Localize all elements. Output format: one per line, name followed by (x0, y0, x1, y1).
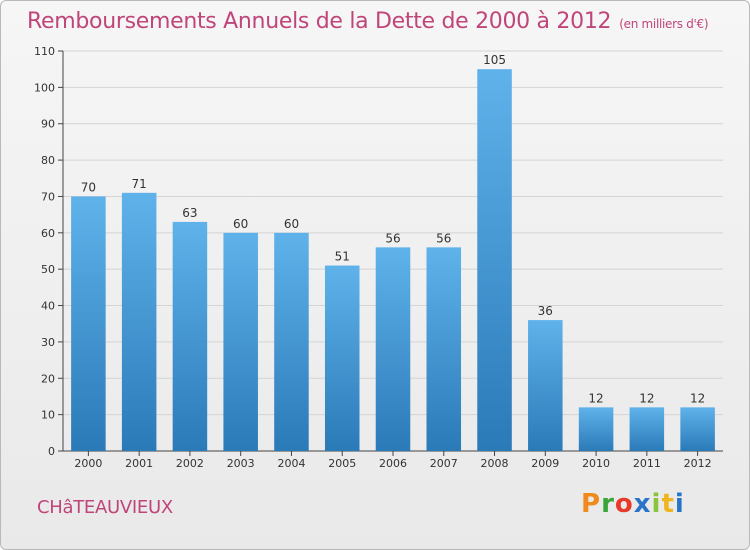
x-tick-label: 2012 (684, 457, 712, 470)
y-tick-label: 40 (41, 300, 55, 313)
data-label: 60 (233, 217, 248, 231)
logo-letter: o (614, 489, 634, 519)
x-tick-label: 2006 (379, 457, 407, 470)
bar (477, 69, 512, 451)
logo-letter: t (661, 489, 675, 519)
data-label: 71 (132, 177, 147, 191)
logo-letter: r (601, 489, 615, 519)
bar (324, 265, 360, 451)
logo-letter: x (633, 489, 652, 519)
y-tick-label: 100 (34, 81, 55, 94)
y-tick-label: 10 (41, 409, 55, 422)
bar (71, 196, 106, 451)
x-tick-label: 2009 (531, 457, 559, 470)
bar (680, 407, 715, 451)
chart-title: Remboursements Annuels de la Dette de 20… (27, 9, 709, 34)
proxiti-logo: Proxiti (581, 489, 685, 519)
x-tick-label: 2010 (582, 457, 610, 470)
bar (172, 221, 208, 451)
data-label: 12 (639, 391, 654, 405)
logo-letter: i (674, 489, 685, 519)
y-tick-labels: 0 10 20 30 40 50 60 70 80 90 100 110 (34, 45, 55, 458)
bar (274, 232, 309, 451)
x-tick-label: 2008 (481, 457, 509, 470)
bar (578, 407, 614, 451)
bar (426, 247, 462, 451)
x-tick-label: 2007 (430, 457, 458, 470)
bar (629, 407, 665, 451)
x-tick-label: 2005 (328, 457, 356, 470)
y-tick-label: 0 (48, 445, 55, 458)
chart-title-text: Remboursements Annuels de la Dette de 20… (27, 9, 612, 34)
bar (375, 247, 411, 451)
data-label: 63 (182, 206, 197, 220)
data-label: 105 (483, 53, 506, 67)
data-label: 56 (385, 231, 400, 245)
x-tick-label: 2001 (125, 457, 153, 470)
y-tick-label: 20 (41, 372, 55, 385)
logo-letter: P (581, 489, 602, 519)
bars (71, 69, 715, 451)
data-label: 36 (538, 304, 553, 318)
x-tick-label: 2002 (176, 457, 204, 470)
data-label: 12 (690, 391, 705, 405)
y-tick-label: 30 (41, 336, 55, 349)
data-label: 70 (81, 180, 96, 194)
x-tick-label: 2003 (227, 457, 255, 470)
bar (223, 232, 258, 451)
chart-subtitle: (en milliers d'€) (619, 17, 709, 31)
y-tick-label: 80 (41, 154, 55, 167)
data-label: 51 (335, 250, 350, 264)
y-tick-label: 90 (41, 118, 55, 131)
y-tick-label: 110 (34, 45, 55, 58)
y-tick-label: 60 (41, 227, 55, 240)
logo-letter: i (651, 489, 662, 519)
y-tick-label: 70 (41, 190, 55, 203)
bar (121, 192, 157, 451)
x-tick-label: 2004 (277, 457, 305, 470)
data-label: 12 (588, 391, 603, 405)
data-label: 56 (436, 231, 451, 245)
y-tick-label: 50 (41, 263, 55, 276)
data-labels: 70 71 63 60 60 51 56 56 105 36 12 12 12 (81, 53, 706, 405)
x-tick-label: 2011 (633, 457, 661, 470)
bar (528, 320, 563, 451)
data-label: 60 (284, 217, 299, 231)
x-tick-labels: 2000 2001 2002 2003 2004 2005 2006 2007 2008 2009… (74, 457, 711, 470)
commune-name: CHâTEAUVIEUX (37, 497, 173, 518)
x-tick-label: 2000 (74, 457, 102, 470)
